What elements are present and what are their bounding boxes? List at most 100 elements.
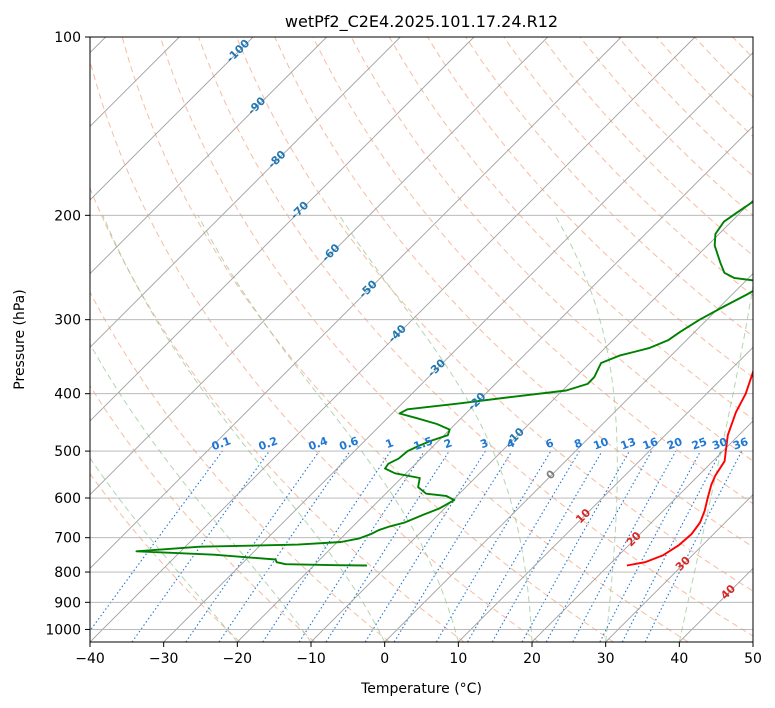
isotherm-label: -70 [288, 198, 311, 221]
isotherm [90, 37, 696, 642]
dry-adiabat [90, 59, 540, 642]
isotherm [90, 37, 548, 496]
isotherm-label: 0 [544, 467, 559, 482]
dry-adiabat [503, 37, 753, 297]
dry-adiabat [465, 37, 753, 338]
dry-adiabat [236, 37, 753, 592]
dry-adiabat [90, 291, 390, 642]
dry-adiabat [159, 37, 689, 642]
x-tick-label: 0 [380, 651, 389, 667]
mixing-ratio-label: 8 [572, 436, 584, 451]
chart-title: wetPf2_C2E4.2025.101.17.24.R12 [285, 12, 558, 32]
mixing-ratio-line [262, 450, 392, 642]
isotherm-label: 30 [673, 553, 693, 573]
mixing-ratio-label: 0.2 [257, 434, 280, 453]
dry-adiabat [121, 37, 614, 642]
isotherm-label: -90 [245, 94, 268, 117]
mixing-ratio-line [298, 450, 425, 642]
moist-adiabat [90, 342, 312, 642]
dry-adiabat [771, 37, 775, 642]
y-tick-label: 600 [54, 491, 81, 507]
x-tick-label: 20 [523, 651, 541, 667]
isotherm [163, 52, 753, 642]
mixing-ratio-label: 30 [710, 435, 729, 453]
isotherm-label: -30 [425, 356, 448, 379]
x-tick-label: 10 [449, 651, 467, 667]
moist-adiabat [197, 215, 459, 642]
plot-frame [89, 36, 754, 643]
isotherm [531, 420, 753, 642]
isotherm [605, 494, 753, 642]
dry-adiabat [388, 37, 753, 420]
mixing-ratio-line [90, 450, 223, 632]
isotherm [90, 37, 254, 201]
x-tick-label: −40 [75, 651, 105, 667]
mixing-ratio-line [545, 450, 653, 642]
y-tick-label: 400 [54, 387, 81, 403]
mixing-ratio-line [218, 450, 351, 642]
mixing-ratio-label: 6 [544, 436, 556, 451]
mixing-ratio-line [621, 450, 722, 642]
mixing-ratio-label: 36 [731, 435, 750, 453]
y-tick-label: 500 [54, 444, 81, 460]
mixing-ratio-label: 0.6 [338, 434, 361, 453]
moist-adiabat [102, 215, 386, 642]
isotherm [90, 37, 401, 348]
isotherm-label: 20 [624, 529, 644, 549]
dry-adiabat [732, 37, 753, 59]
y-tick-label: 700 [54, 531, 81, 547]
dry-adiabat [656, 37, 753, 138]
dry-adiabat [90, 472, 241, 642]
isotherm-label: -60 [319, 241, 342, 264]
mixing-ratio-label: 0.1 [210, 434, 233, 453]
dry-adiabat [541, 37, 753, 257]
mixing-ratio-label: 4 [505, 436, 517, 451]
x-tick-label: −10 [296, 651, 326, 667]
isotherm-label: 10 [573, 506, 593, 526]
mixing-ratio-label: 1 [384, 436, 396, 451]
mixing-ratio-line [325, 450, 450, 642]
dewpoint-profile-line [135, 200, 753, 567]
y-tick-label: 1000 [45, 622, 81, 638]
dry-adiabat [694, 37, 753, 98]
x-tick-label: −30 [149, 651, 179, 667]
y-axis-label: Pressure (hPa) [12, 289, 28, 389]
isotherm [90, 37, 475, 422]
mixing-ratio-label: 25 [690, 435, 709, 452]
isotherm [90, 37, 327, 275]
dry-adiabat [274, 37, 753, 548]
x-tick-label: 50 [744, 651, 762, 667]
moist-adiabat [678, 282, 753, 642]
isotherm [90, 37, 622, 569]
isotherm-label: -20 [465, 390, 488, 413]
mixing-ratio-line [435, 450, 552, 642]
isotherm [310, 199, 753, 642]
dry-adiabat [426, 37, 753, 378]
mixing-ratio-line [185, 450, 320, 642]
isotherm [237, 125, 753, 642]
moist-adiabat [554, 215, 618, 642]
y-tick-label: 300 [54, 313, 81, 329]
mixing-ratio-line [521, 450, 630, 642]
isotherm [384, 273, 753, 642]
dry-adiabat [312, 37, 753, 505]
y-tick-label: 200 [54, 208, 81, 224]
mixing-ratio-label: 10 [592, 435, 611, 453]
mixing-ratio-label: 3 [478, 436, 490, 451]
y-tick-label: 100 [54, 30, 81, 46]
y-tick-label: 800 [54, 565, 81, 581]
x-axis-label: Temperature (°C) [360, 681, 482, 697]
mixing-ratio-line [393, 450, 513, 642]
isotherm [752, 641, 753, 642]
isotherm-label: 40 [718, 582, 738, 602]
isotherm-label: -50 [356, 277, 379, 300]
mixing-ratio-label: 0.4 [307, 434, 330, 453]
dry-adiabat [350, 37, 753, 462]
mixing-ratio-line [364, 450, 486, 642]
mixing-ratio-line [644, 450, 743, 642]
x-tick-label: 40 [670, 651, 688, 667]
mixing-ratio-label: 13 [619, 435, 638, 452]
mixing-ratio-label: 1.5 [412, 434, 435, 453]
mixing-ratio-line [599, 450, 701, 642]
moist-adiabat [338, 215, 533, 642]
